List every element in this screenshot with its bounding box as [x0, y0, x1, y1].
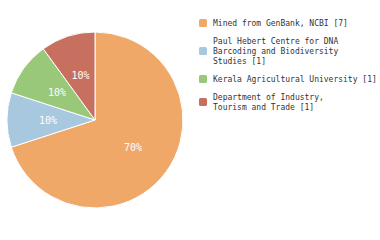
svg-text:Department of Industry,: Department of Industry,	[213, 93, 324, 102]
svg-text:70%: 70%	[124, 142, 142, 153]
svg-text:Barcoding and Biodiversity: Barcoding and Biodiversity	[213, 47, 338, 56]
svg-text:10%: 10%	[39, 115, 57, 126]
svg-text:Paul Hebert Centre for DNA: Paul Hebert Centre for DNA	[213, 37, 338, 46]
svg-text:10%: 10%	[48, 87, 66, 98]
svg-text:Kerala Agricultural University: Kerala Agricultural University [1]	[213, 75, 377, 84]
svg-text:Studies [1]: Studies [1]	[213, 57, 266, 66]
svg-text:Tourism and Trade [1]: Tourism and Trade [1]	[213, 103, 314, 112]
svg-text:10%: 10%	[71, 70, 89, 81]
svg-text:Mined from GenBank, NCBI [7]: Mined from GenBank, NCBI [7]	[213, 19, 348, 28]
